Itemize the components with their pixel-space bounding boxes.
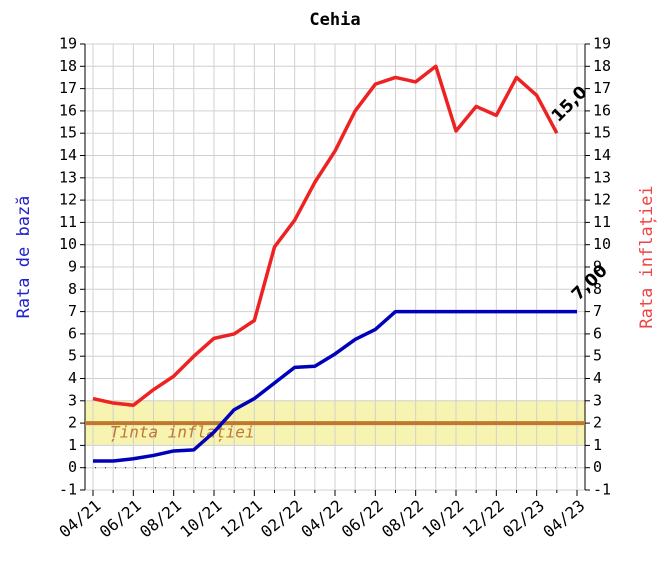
y2-tick-label: 14 — [593, 146, 611, 164]
x-tick-label: 04/22 — [297, 496, 346, 542]
y-tick-label: 14 — [59, 146, 77, 164]
y-tick-label: 1 — [68, 436, 77, 454]
y-tick-label: 4 — [68, 369, 77, 387]
target-label: Ținta inflației — [110, 423, 255, 442]
x-tick-label: 02/22 — [257, 496, 306, 542]
y-tick-label: 5 — [68, 347, 77, 365]
y-tick-label: 10 — [59, 235, 77, 253]
y-tick-label: 8 — [68, 280, 77, 298]
x-tick-label: 02/23 — [499, 496, 548, 542]
y-tick-label: 12 — [59, 191, 77, 209]
series-line — [92, 64, 559, 408]
y-tick-label: 11 — [59, 213, 77, 231]
chart-title: Cehia — [309, 10, 360, 30]
x-tick-label: 06/21 — [96, 496, 145, 542]
y2-tick-label: 5 — [593, 347, 602, 365]
y2-tick-label: 10 — [593, 235, 611, 253]
y2-tick-label: 0 — [593, 458, 602, 476]
y2-tick-label: 16 — [593, 101, 611, 119]
y2-tick-label: 19 — [593, 35, 611, 53]
x-tick-label: 12/22 — [459, 496, 508, 542]
y-tick-label: 7 — [68, 302, 77, 320]
y-tick-label: 18 — [59, 57, 77, 75]
x-tick-label: 04/23 — [539, 496, 588, 542]
y-tick-label: 2 — [68, 414, 77, 432]
y2-tick-label: 12 — [593, 191, 611, 209]
y2-tick-label: 18 — [593, 57, 611, 75]
x-tick-label: 08/21 — [136, 496, 185, 542]
y-tick-label: -1 — [59, 481, 77, 499]
y2-tick-label: 7 — [593, 302, 602, 320]
x-tick-label: 12/21 — [217, 496, 266, 542]
series-line — [93, 309, 577, 463]
y2-tick-label: 15 — [593, 124, 611, 142]
y2-tick-label: -1 — [593, 481, 611, 499]
y2-tick-label: 3 — [593, 391, 602, 409]
y2-tick-label: 17 — [593, 79, 611, 97]
y2-tick-label: 6 — [593, 324, 602, 342]
y2-tick-label: 2 — [593, 414, 602, 432]
y2-tick-label: 1 — [593, 436, 602, 454]
y-tick-label: 3 — [68, 391, 77, 409]
y-tick-label: 13 — [59, 168, 77, 186]
x-tick-label: 10/21 — [176, 496, 225, 542]
y-tick-label: 0 — [68, 458, 77, 476]
x-tick-label: 10/22 — [418, 496, 467, 542]
y-tick-label: 16 — [59, 101, 77, 119]
x-tick-label: 04/21 — [55, 496, 104, 542]
y-axis-title: Rata de bază — [14, 196, 34, 319]
y2-axis-title: Rata inflației — [637, 185, 657, 328]
y2-tick-label: 9 — [593, 258, 602, 276]
x-tick-label: 06/22 — [338, 496, 387, 542]
y2-tick-label: 8 — [593, 280, 602, 298]
x-tick-label: 08/22 — [378, 496, 427, 542]
y-tick-label: 6 — [68, 324, 77, 342]
y-tick-label: 9 — [68, 258, 77, 276]
y-tick-label: 19 — [59, 35, 77, 53]
y2-tick-label: 13 — [593, 168, 611, 186]
y2-tick-label: 11 — [593, 213, 611, 231]
y2-tick-label: 4 — [593, 369, 602, 387]
y-tick-label: 17 — [59, 79, 77, 97]
y-tick-label: 15 — [59, 124, 77, 142]
